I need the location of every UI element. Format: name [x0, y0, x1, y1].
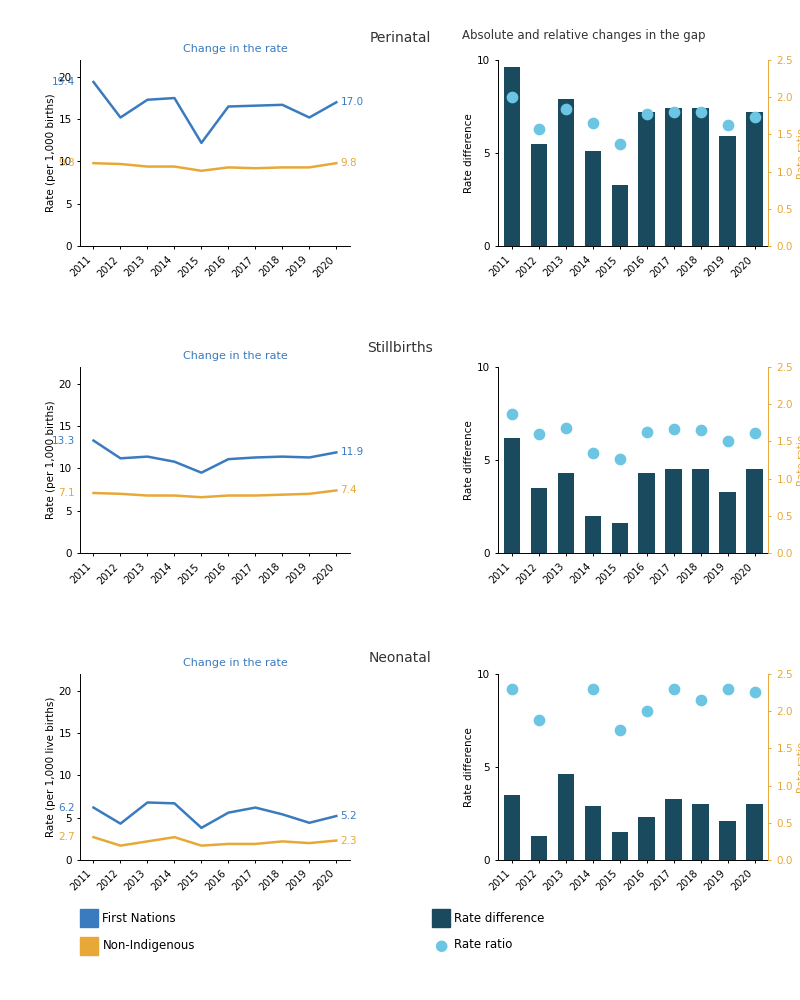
Point [694, 692, 707, 708]
Text: 2.7: 2.7 [58, 832, 74, 842]
Text: Neonatal: Neonatal [369, 651, 431, 665]
Text: 17.0: 17.0 [340, 97, 363, 107]
Point [748, 684, 761, 700]
Text: 7.1: 7.1 [58, 488, 74, 498]
Point [586, 681, 599, 697]
Text: Non-Indigenous: Non-Indigenous [102, 938, 195, 952]
Bar [666, 799, 682, 860]
Point [506, 681, 518, 697]
Y-axis label: Rate ratio: Rate ratio [797, 434, 800, 486]
Bar [611, 185, 628, 246]
Bar [585, 806, 601, 860]
Point [721, 117, 734, 133]
Point [640, 106, 653, 122]
Text: ●: ● [434, 938, 447, 952]
Bar [638, 817, 654, 860]
Point [559, 659, 572, 675]
Point [748, 425, 761, 441]
Text: 11.9: 11.9 [340, 447, 364, 457]
Point [614, 722, 626, 738]
Text: Change in the rate: Change in the rate [182, 44, 287, 54]
Bar [666, 108, 682, 246]
Y-axis label: Rate difference: Rate difference [464, 420, 474, 500]
Point [506, 89, 518, 105]
Text: Perinatal: Perinatal [370, 31, 430, 45]
Bar [611, 523, 628, 553]
Text: 6.2: 6.2 [58, 803, 74, 813]
Bar [530, 488, 546, 553]
Y-axis label: Rate (per 1,000 births): Rate (per 1,000 births) [46, 401, 56, 519]
Point [694, 104, 707, 120]
Point [532, 121, 545, 137]
Point [721, 681, 734, 697]
Bar [558, 774, 574, 860]
Point [667, 681, 680, 697]
Point [667, 421, 680, 437]
Text: Stillbirths: Stillbirths [367, 341, 433, 355]
Point [614, 136, 626, 152]
Point [559, 101, 572, 117]
Text: Rate ratio: Rate ratio [454, 938, 513, 952]
Bar [693, 108, 709, 246]
Bar [558, 473, 574, 553]
Bar [530, 144, 546, 246]
Y-axis label: Rate ratio: Rate ratio [797, 741, 800, 793]
Bar [746, 804, 762, 860]
Text: Change in the rate: Change in the rate [182, 658, 287, 668]
Text: 13.3: 13.3 [51, 436, 74, 446]
Bar [666, 469, 682, 553]
Text: Absolute and relative changes in the gap: Absolute and relative changes in the gap [462, 29, 706, 42]
Text: 5.2: 5.2 [340, 811, 357, 821]
Point [640, 703, 653, 719]
Bar [693, 804, 709, 860]
Text: Rate difference: Rate difference [454, 912, 545, 924]
Bar [693, 469, 709, 553]
Y-axis label: Rate difference: Rate difference [464, 113, 474, 193]
Text: 9.8: 9.8 [58, 158, 74, 168]
Text: 7.4: 7.4 [340, 485, 357, 495]
Point [586, 115, 599, 131]
Text: Change in the rate: Change in the rate [182, 351, 287, 361]
Bar [585, 516, 601, 553]
Text: 9.8: 9.8 [340, 158, 357, 168]
Y-axis label: Rate difference: Rate difference [464, 727, 474, 807]
Bar [503, 67, 520, 246]
Bar [719, 821, 736, 860]
Point [586, 445, 599, 461]
Point [721, 433, 734, 449]
Point [532, 426, 545, 442]
Bar [530, 836, 546, 860]
Y-axis label: Rate ratio: Rate ratio [797, 127, 800, 179]
Point [640, 424, 653, 440]
Bar [719, 136, 736, 246]
Point [506, 406, 518, 422]
Bar [503, 438, 520, 553]
Text: 2.3: 2.3 [340, 836, 357, 846]
Y-axis label: Rate (per 1,000 births): Rate (per 1,000 births) [46, 94, 56, 212]
Bar [719, 492, 736, 553]
Bar [746, 112, 762, 246]
Text: First Nations: First Nations [102, 912, 176, 924]
Bar [638, 473, 654, 553]
Point [614, 451, 626, 467]
Y-axis label: Rate (per 1,000 live births): Rate (per 1,000 live births) [46, 697, 56, 837]
Point [532, 712, 545, 728]
Bar [558, 99, 574, 246]
Bar [746, 469, 762, 553]
Point [748, 109, 761, 125]
Point [559, 420, 572, 436]
Point [667, 104, 680, 120]
Bar [638, 112, 654, 246]
Point [694, 422, 707, 438]
Text: 19.4: 19.4 [51, 77, 74, 87]
Bar [585, 151, 601, 246]
Bar [611, 832, 628, 860]
Bar [503, 795, 520, 860]
